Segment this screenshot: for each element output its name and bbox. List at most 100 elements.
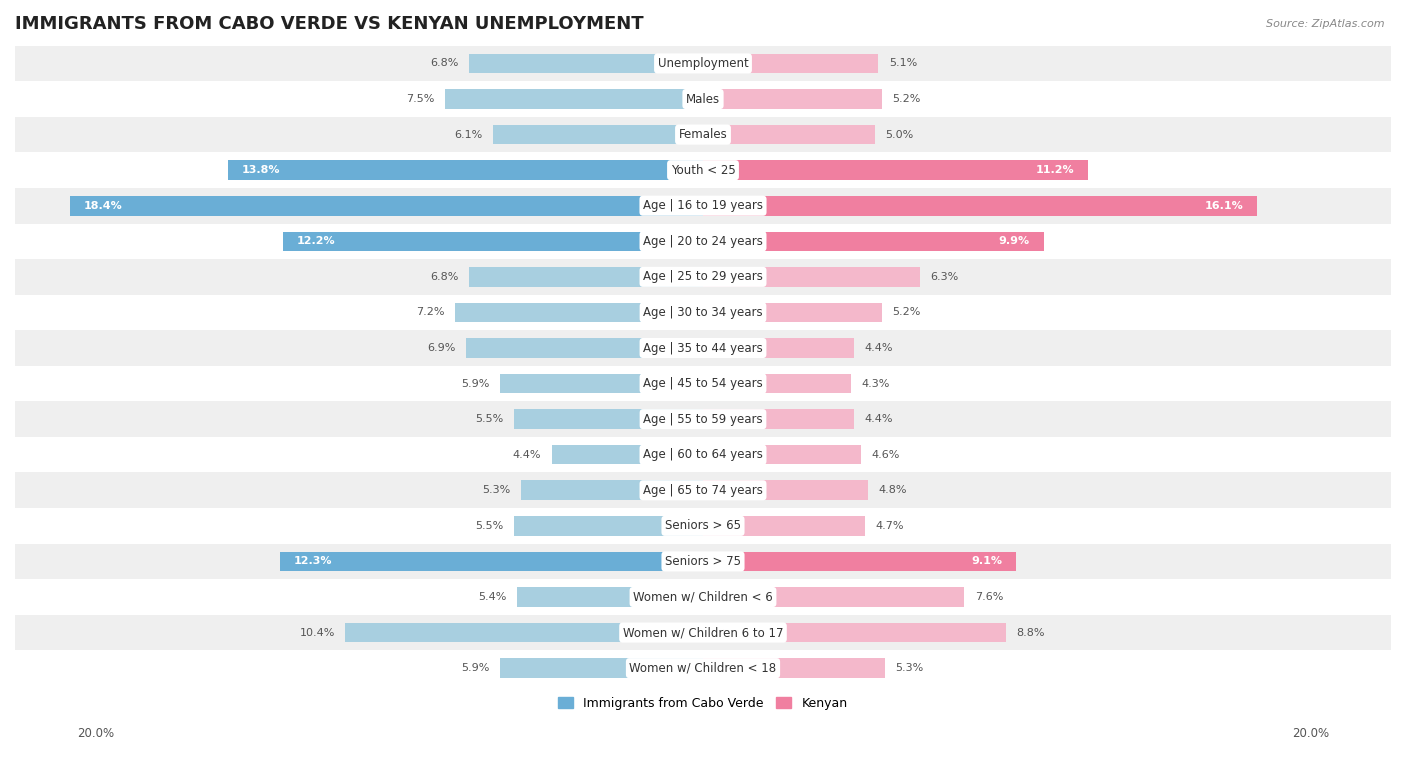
Text: 6.8%: 6.8% [430,58,458,68]
Bar [517,587,703,607]
Bar [703,196,1257,216]
Text: 5.4%: 5.4% [478,592,508,602]
Text: Unemployment: Unemployment [658,57,748,70]
Text: 9.9%: 9.9% [998,236,1029,246]
Text: 7.2%: 7.2% [416,307,446,317]
Bar [551,445,703,465]
Text: 11.2%: 11.2% [1036,165,1074,175]
Bar [15,223,1391,259]
Bar [470,267,703,287]
Bar [15,544,1391,579]
Bar [470,54,703,73]
Text: 7.5%: 7.5% [406,94,434,104]
Text: Age | 30 to 34 years: Age | 30 to 34 years [643,306,763,319]
Bar [513,410,703,429]
Bar [15,401,1391,437]
Text: 8.8%: 8.8% [1017,628,1045,637]
Bar [280,552,703,572]
Bar [501,659,703,678]
Text: Age | 55 to 59 years: Age | 55 to 59 years [643,413,763,425]
Text: Youth < 25: Youth < 25 [671,164,735,176]
Bar [15,366,1391,401]
Bar [520,481,703,500]
Text: Source: ZipAtlas.com: Source: ZipAtlas.com [1267,19,1385,29]
Bar [15,330,1391,366]
Bar [15,650,1391,686]
Text: 6.1%: 6.1% [454,129,482,139]
Text: Age | 35 to 44 years: Age | 35 to 44 years [643,341,763,354]
Bar [703,481,868,500]
Text: 5.3%: 5.3% [482,485,510,495]
Bar [456,303,703,322]
Text: 6.3%: 6.3% [929,272,959,282]
Bar [15,615,1391,650]
Bar [703,54,879,73]
Text: 5.3%: 5.3% [896,663,924,673]
Bar [703,552,1017,572]
Text: Women w/ Children 6 to 17: Women w/ Children 6 to 17 [623,626,783,639]
Text: 18.4%: 18.4% [84,201,122,210]
Text: 4.4%: 4.4% [865,343,893,353]
Bar [15,472,1391,508]
Bar [703,623,1005,643]
Text: 4.7%: 4.7% [875,521,904,531]
Bar [513,516,703,536]
Text: 6.9%: 6.9% [427,343,456,353]
Text: Seniors > 65: Seniors > 65 [665,519,741,532]
Text: Females: Females [679,128,727,141]
Text: Age | 20 to 24 years: Age | 20 to 24 years [643,235,763,248]
Text: Age | 65 to 74 years: Age | 65 to 74 years [643,484,763,497]
Text: 6.8%: 6.8% [430,272,458,282]
Bar [703,516,865,536]
Text: Age | 45 to 54 years: Age | 45 to 54 years [643,377,763,390]
Text: 4.4%: 4.4% [513,450,541,459]
Text: 5.5%: 5.5% [475,521,503,531]
Bar [703,89,882,109]
Text: Males: Males [686,92,720,105]
Bar [70,196,703,216]
Bar [15,579,1391,615]
Bar [465,338,703,358]
Text: 10.4%: 10.4% [299,628,335,637]
Bar [703,445,862,465]
Bar [703,410,855,429]
Text: 9.1%: 9.1% [972,556,1002,566]
Bar [446,89,703,109]
Bar [703,659,886,678]
Bar [15,188,1391,223]
Text: Age | 16 to 19 years: Age | 16 to 19 years [643,199,763,212]
Bar [346,623,703,643]
Bar [501,374,703,394]
Bar [15,259,1391,294]
Bar [703,338,855,358]
Text: IMMIGRANTS FROM CABO VERDE VS KENYAN UNEMPLOYMENT: IMMIGRANTS FROM CABO VERDE VS KENYAN UNE… [15,15,644,33]
Text: 5.0%: 5.0% [886,129,914,139]
Text: 4.3%: 4.3% [862,378,890,388]
Text: Women w/ Children < 18: Women w/ Children < 18 [630,662,776,674]
Bar [228,160,703,180]
Bar [703,303,882,322]
Text: 5.9%: 5.9% [461,663,489,673]
Bar [15,45,1391,81]
Bar [703,587,965,607]
Bar [15,294,1391,330]
Bar [703,267,920,287]
Text: 4.4%: 4.4% [865,414,893,424]
Text: 4.8%: 4.8% [879,485,907,495]
Bar [15,81,1391,117]
Text: 20.0%: 20.0% [77,727,114,740]
Bar [703,125,875,145]
Text: Age | 60 to 64 years: Age | 60 to 64 years [643,448,763,461]
Legend: Immigrants from Cabo Verde, Kenyan: Immigrants from Cabo Verde, Kenyan [554,692,852,715]
Bar [284,232,703,251]
Bar [703,374,851,394]
Text: 4.6%: 4.6% [872,450,900,459]
Text: 12.2%: 12.2% [297,236,336,246]
Text: 20.0%: 20.0% [1292,727,1329,740]
Text: 5.1%: 5.1% [889,58,917,68]
Bar [494,125,703,145]
Text: 12.3%: 12.3% [294,556,332,566]
Text: 16.1%: 16.1% [1205,201,1243,210]
Text: 5.2%: 5.2% [893,94,921,104]
Text: Age | 25 to 29 years: Age | 25 to 29 years [643,270,763,283]
